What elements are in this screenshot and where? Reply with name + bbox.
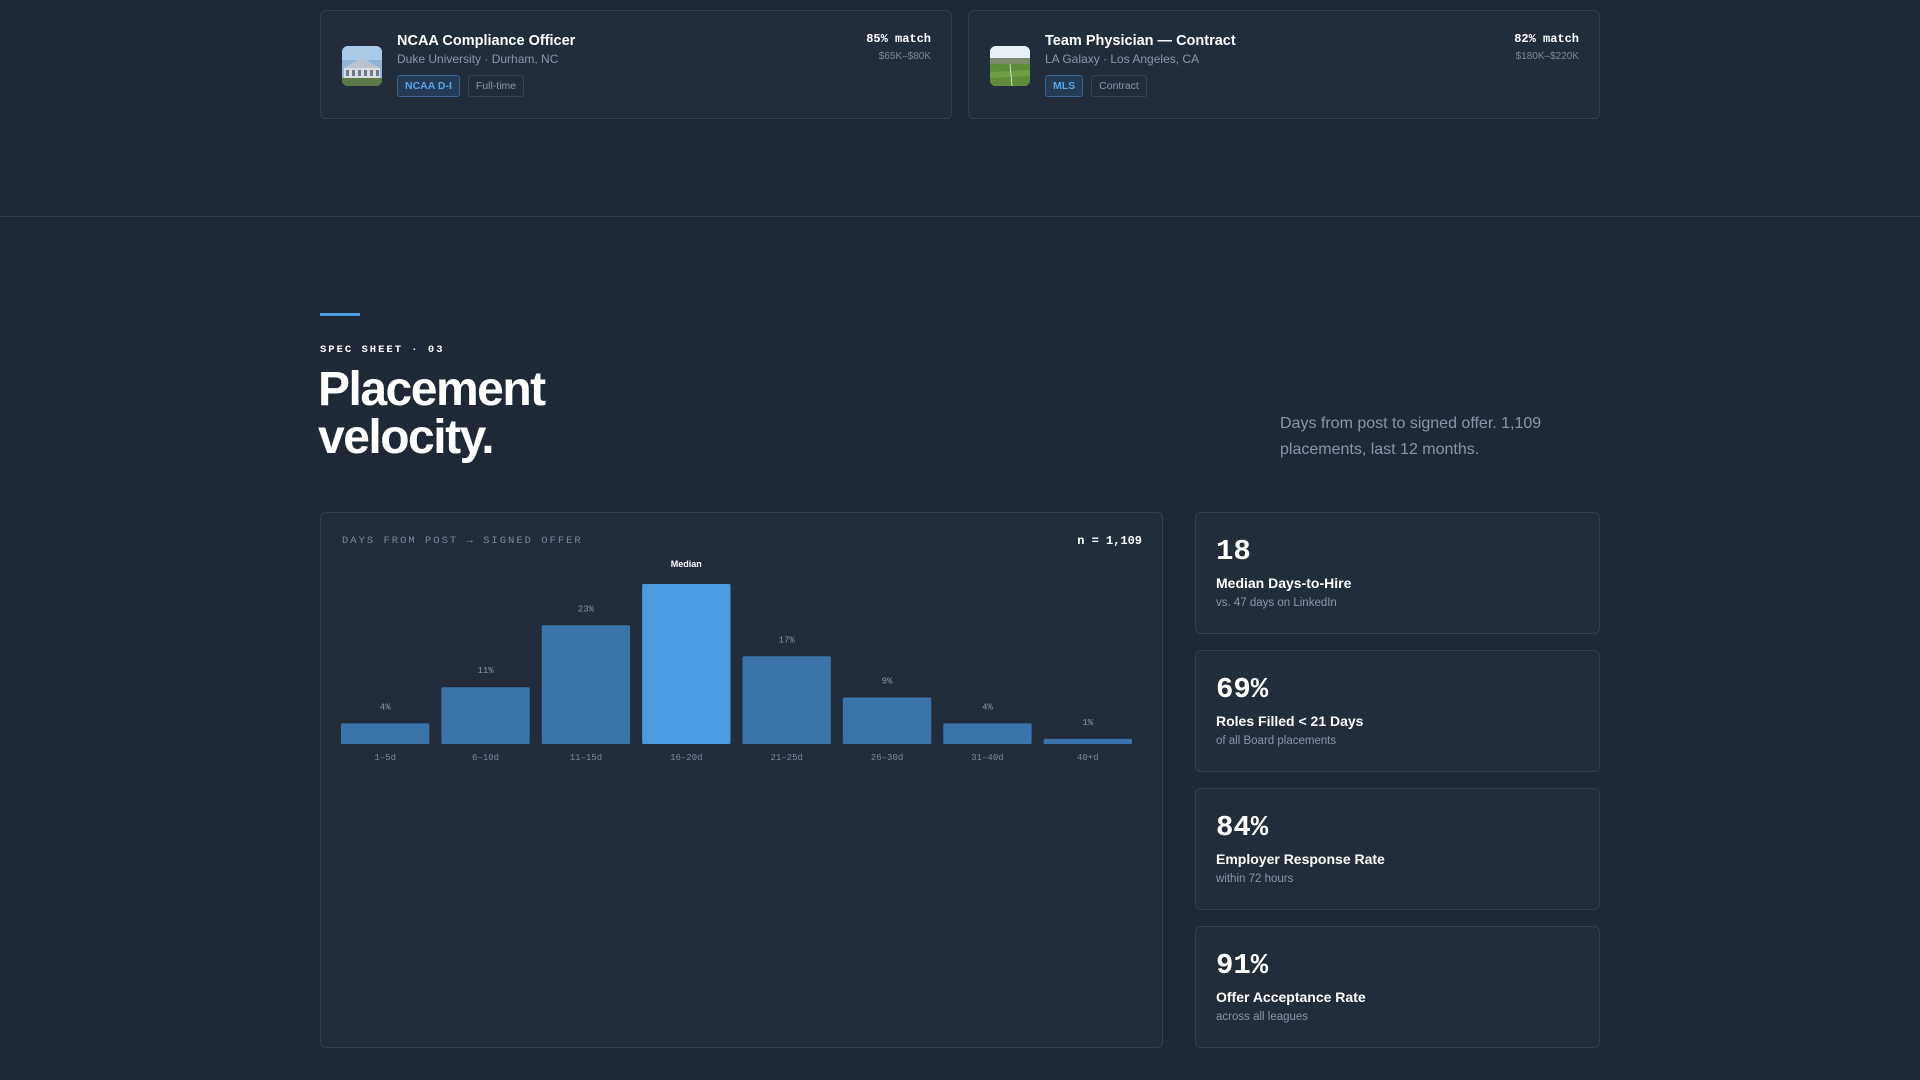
x-tick-label: 11–15d bbox=[570, 753, 602, 763]
x-tick-label: 40+d bbox=[1077, 753, 1099, 763]
histogram-bar-31–40d bbox=[943, 723, 1032, 744]
job-title[interactable]: NCAA Compliance Officer bbox=[397, 33, 576, 49]
stat-subtitle: of all Board placements bbox=[1216, 735, 1337, 747]
accent-bar bbox=[320, 313, 360, 316]
median-annotation: Median bbox=[671, 559, 702, 569]
job-card-ncaa-compliance-officer[interactable]: NCAA Compliance Officer Duke University … bbox=[320, 10, 952, 119]
match-score: 82% match bbox=[1514, 32, 1579, 46]
x-tick-label: 1–5d bbox=[374, 753, 396, 763]
stat-title: Roles Filled < 21 Days bbox=[1216, 713, 1364, 729]
histogram-bar-11–15d bbox=[541, 625, 631, 744]
job-card-team-physician[interactable]: Team Physician — Contract LA Galaxy · Lo… bbox=[968, 10, 1600, 119]
job-cards-row: NCAA Compliance Officer Duke University … bbox=[320, 10, 1600, 119]
headline-line-2: velocity. bbox=[318, 411, 495, 464]
stat-card-median-days: 18 Median Days-to-Hire vs. 47 days on Li… bbox=[1195, 512, 1600, 634]
tag-league: NCAA D-I bbox=[397, 75, 460, 97]
stat-title: Median Days-to-Hire bbox=[1216, 575, 1352, 591]
histogram-bar-21–25d bbox=[742, 656, 831, 744]
section-headline: Placement velocity. bbox=[318, 366, 778, 462]
stat-card-employer-response: 84% Employer Response Rate within 72 hou… bbox=[1195, 788, 1600, 910]
histogram-chart: 4% 1–5d 11% 6–10d 23% 11–15d Median 16–20d 17% 21… bbox=[341, 559, 1132, 763]
stat-subtitle: within 72 hours bbox=[1216, 873, 1294, 885]
stadium-photo-thumbnail bbox=[342, 46, 382, 86]
job-title[interactable]: Team Physician — Contract bbox=[1045, 33, 1236, 49]
bar-data-label: 23% bbox=[578, 604, 595, 614]
x-tick-label: 21–25d bbox=[770, 753, 802, 763]
section-eyebrow: SPEC SHEET · 03 bbox=[320, 344, 445, 356]
stat-card-offer-acceptance: 91% Offer Acceptance Rate across all lea… bbox=[1195, 926, 1600, 1048]
histogram-bar-26–30d bbox=[842, 697, 932, 744]
tag-employment-type: Full-time bbox=[467, 75, 525, 97]
salary-range: $180K–$220K bbox=[1515, 51, 1579, 62]
stat-value: 18 bbox=[1216, 535, 1251, 568]
stat-value: 69% bbox=[1216, 673, 1269, 706]
histogram-bar-40+d bbox=[1043, 738, 1132, 744]
histogram-card: DAYS FROM POST → SIGNED OFFER n = 1,109 … bbox=[320, 512, 1163, 1048]
stat-title: Employer Response Rate bbox=[1216, 851, 1385, 867]
bar-data-label: 11% bbox=[477, 666, 494, 676]
histogram-bar-1–5d bbox=[341, 723, 430, 744]
soccer-field-photo-thumbnail bbox=[990, 46, 1030, 86]
stat-subtitle: vs. 47 days on LinkedIn bbox=[1216, 597, 1337, 609]
x-tick-label: 16–20d bbox=[670, 753, 702, 763]
bar-data-label: 17% bbox=[779, 635, 796, 645]
tag-employment-type: Contract bbox=[1091, 75, 1147, 97]
stat-title: Offer Acceptance Rate bbox=[1216, 989, 1366, 1005]
histogram-bar-16–20d bbox=[642, 584, 731, 744]
stat-card-roles-filled: 69% Roles Filled < 21 Days of all Board … bbox=[1195, 650, 1600, 772]
bar-data-label: 4% bbox=[982, 702, 993, 712]
bar-data-label: 9% bbox=[882, 677, 893, 687]
salary-range: $65K–$80K bbox=[878, 51, 931, 62]
job-org-location: LA Galaxy · Los Angeles, CA bbox=[1045, 52, 1200, 66]
histogram-bar-6–10d bbox=[441, 687, 530, 744]
stat-value: 91% bbox=[1216, 949, 1269, 982]
headline-line-1: Placement bbox=[318, 363, 546, 416]
x-tick-label: 26–30d bbox=[871, 753, 903, 763]
x-tick-label: 6–10d bbox=[472, 753, 499, 763]
section-divider bbox=[0, 216, 1920, 217]
x-tick-label: 31–40d bbox=[971, 753, 1003, 763]
section-lede: Days from post to signed offer. 1,109 pl… bbox=[1280, 415, 1542, 458]
bar-data-label: 1% bbox=[1082, 718, 1093, 728]
bar-data-label: 4% bbox=[380, 702, 391, 712]
job-tags: NCAA D-I Full-time bbox=[397, 75, 525, 97]
stat-subtitle: across all leagues bbox=[1216, 1011, 1309, 1023]
match-score: 85% match bbox=[866, 32, 931, 46]
tag-league: MLS bbox=[1045, 75, 1084, 97]
chart-label: DAYS FROM POST → SIGNED OFFER bbox=[342, 535, 583, 547]
stat-value: 84% bbox=[1216, 811, 1269, 844]
job-org-location: Duke University · Durham, NC bbox=[397, 52, 559, 66]
job-tags: MLS Contract bbox=[1045, 75, 1147, 97]
sample-size: n = 1,109 bbox=[1077, 534, 1142, 548]
